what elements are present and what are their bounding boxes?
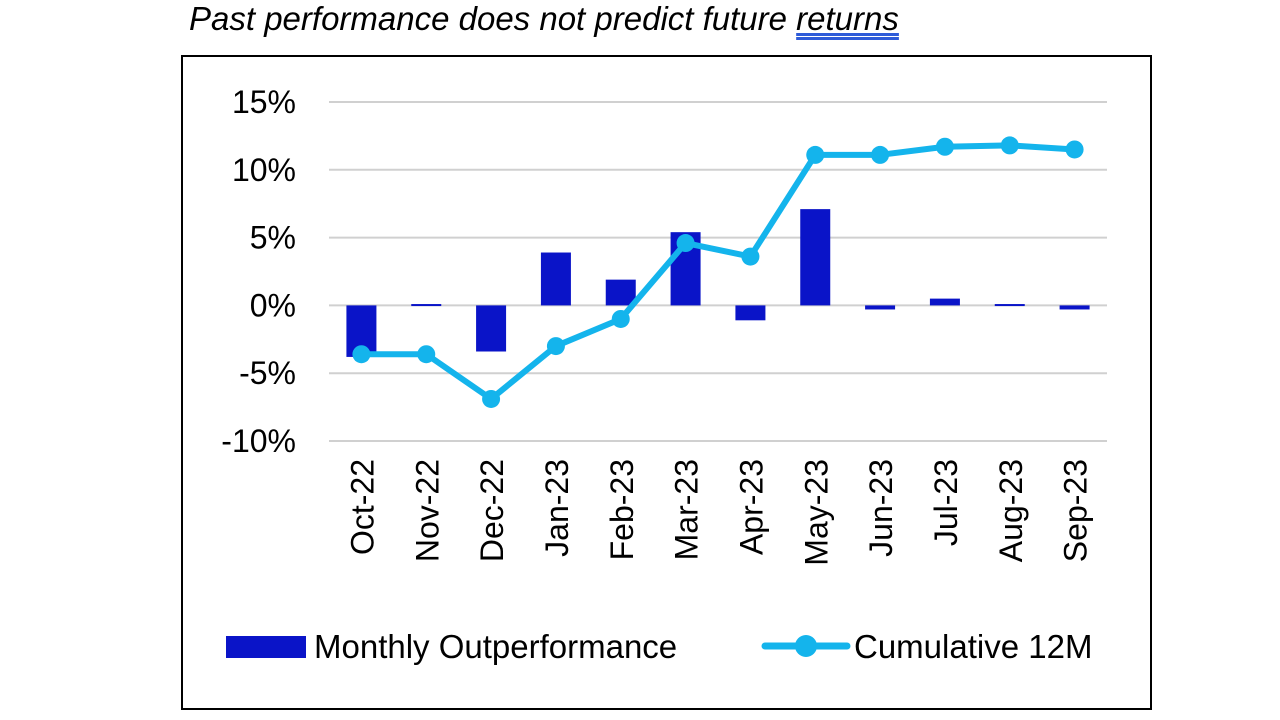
disclaimer-underlined-word: returns — [796, 0, 899, 37]
series-point — [871, 145, 890, 164]
bar — [735, 305, 766, 321]
series-point — [611, 309, 630, 328]
legend-label-line: Cumulative 12M — [854, 628, 1092, 665]
x-tick-label: Oct-22 — [344, 459, 380, 555]
series-point — [546, 337, 565, 356]
x-tick-label: Mar-23 — [669, 459, 705, 560]
series-point — [1000, 136, 1019, 155]
x-tick-label: Jun-23 — [863, 459, 899, 557]
y-tick-label: 5% — [250, 220, 296, 256]
y-tick-label: 10% — [232, 152, 296, 188]
series-point — [482, 389, 501, 408]
legend-marker-line — [795, 635, 817, 657]
legend-swatch-bars — [226, 636, 306, 658]
x-tick-label: Nov-22 — [409, 459, 445, 562]
x-tick-label: Apr-23 — [733, 459, 769, 555]
bar — [929, 298, 960, 306]
x-tick-label: Jul-23 — [928, 459, 964, 546]
series-line — [358, 142, 1078, 402]
x-tick-label: May-23 — [798, 459, 834, 566]
legend-label-bars: Monthly Outperformance — [314, 628, 677, 665]
series-point — [352, 345, 371, 364]
y-tick-label: 15% — [232, 84, 296, 120]
bar — [540, 252, 571, 306]
bar — [411, 304, 442, 307]
series-point — [741, 247, 760, 266]
series-point — [676, 234, 695, 253]
x-tick-label: Jan-23 — [539, 459, 575, 557]
disclaimer-caption: Past performance does not predict future… — [189, 0, 899, 38]
bar — [994, 304, 1025, 307]
bar — [865, 305, 896, 310]
series-point — [1065, 140, 1084, 159]
bar — [800, 209, 831, 306]
bar — [605, 279, 636, 306]
bar — [1059, 305, 1090, 310]
series-point — [417, 345, 436, 364]
chart-frame — [181, 55, 1152, 710]
x-tick-label: Aug-23 — [993, 459, 1029, 562]
y-tick-label: -5% — [239, 355, 296, 391]
y-tick-label: 0% — [250, 287, 296, 323]
y-tick-label: -10% — [221, 423, 296, 459]
series-point — [935, 137, 954, 156]
x-tick-label: Dec-22 — [474, 459, 510, 562]
series-point — [806, 145, 825, 164]
disclaimer-text: Past performance does not predict future — [189, 0, 797, 37]
x-tick-label: Feb-23 — [604, 459, 640, 560]
bar — [476, 305, 507, 352]
x-tick-label: Sep-23 — [1058, 459, 1094, 562]
